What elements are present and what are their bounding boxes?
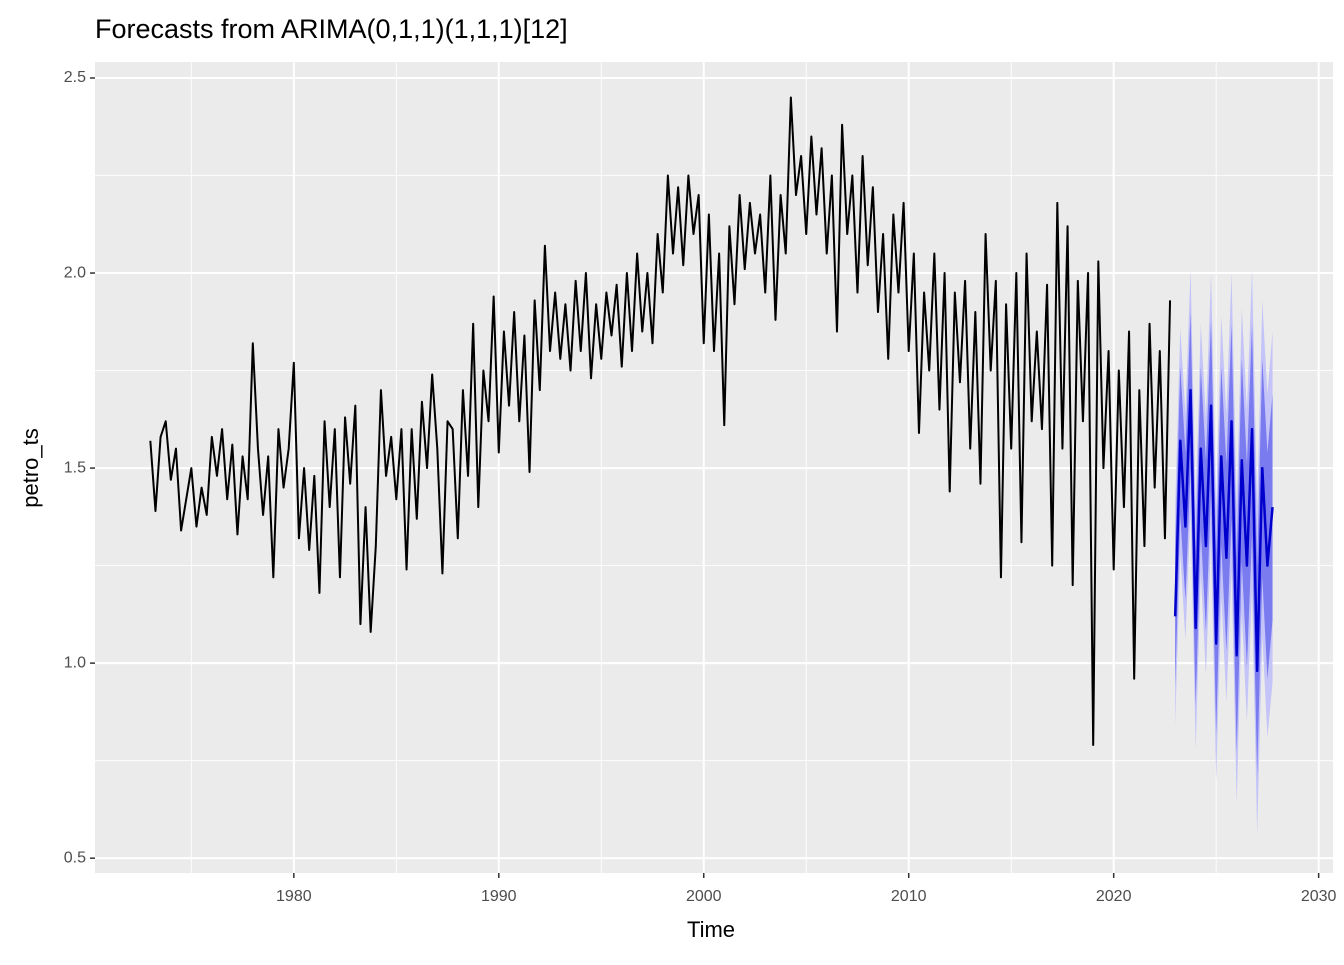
interval-80 [1175,312,1273,777]
chart-title: Forecasts from ARIMA(0,1,1)(1,1,1)[12] [95,14,568,44]
forecast-line [1173,388,1274,673]
y-tick-label: 1.0 [64,654,86,671]
x-tick-label: 2000 [686,888,722,905]
x-tick-label: 1990 [481,888,517,905]
history-line [149,96,1172,747]
x-tick-label: 2020 [1096,888,1132,905]
x-tick-label: 2010 [891,888,927,905]
y-tick-label: 0.5 [64,849,86,866]
x-tick-label: 2030 [1301,888,1337,905]
x-axis-title: Time [687,917,735,942]
x-tick-label: 1980 [276,888,312,905]
y-tick-label: 2.0 [64,264,86,281]
y-axis-title: petro_ts [18,428,43,508]
y-tick-label: 2.5 [64,69,86,86]
y-tick-label: 1.5 [64,459,86,476]
